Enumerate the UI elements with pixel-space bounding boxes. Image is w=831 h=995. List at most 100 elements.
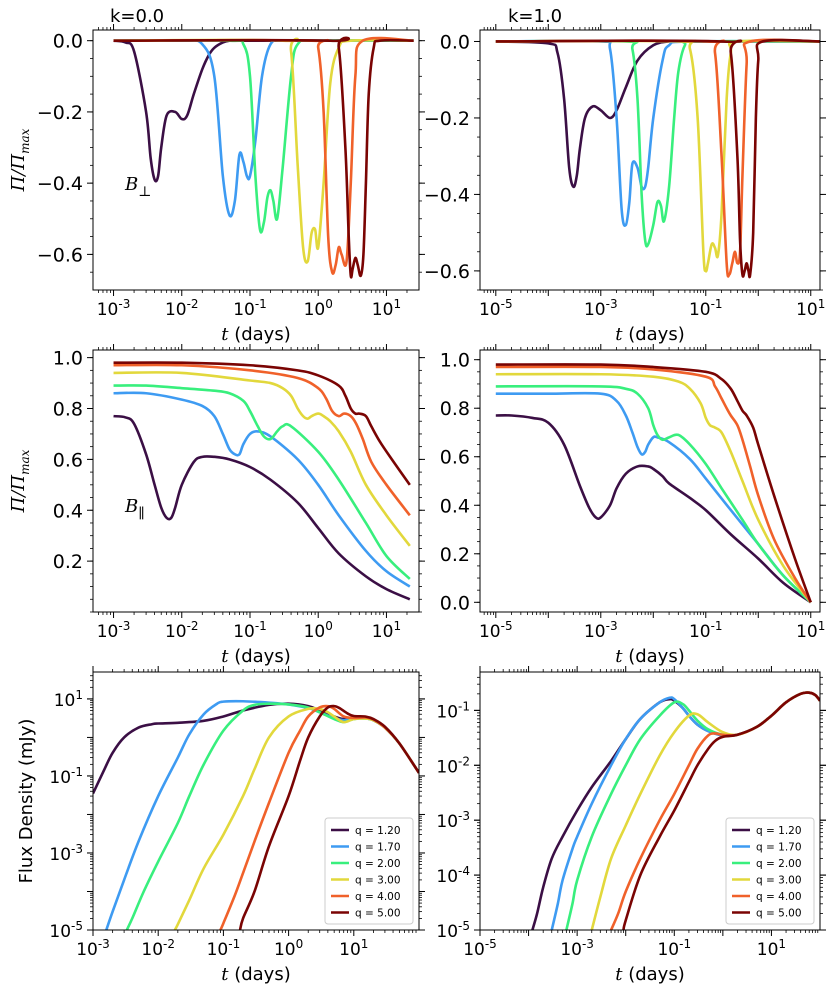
- y-axis-label: Flux Density (mJy): [16, 719, 37, 884]
- series-group: [113, 36, 414, 279]
- x-tick-label: 10-1: [689, 619, 723, 642]
- y-tick-label: 101: [54, 688, 83, 711]
- y-tick-label: 10-5: [436, 919, 470, 942]
- series-group: [495, 38, 820, 279]
- legend-entry: q = 4.00: [756, 891, 802, 903]
- y-tick-label: 0.8: [53, 399, 83, 421]
- series-line-6: [622, 691, 820, 930]
- series-line-5: [495, 38, 820, 278]
- x-tick-label: 10-1: [207, 937, 241, 960]
- x-tick-label: 100: [304, 297, 333, 320]
- y-tick-label: 10-1: [436, 699, 470, 722]
- y-tick-label: 1.0: [440, 350, 470, 372]
- x-axis-label: t (days): [615, 964, 685, 985]
- x-tick-label: 101: [339, 937, 368, 960]
- y-tick-label: 0.0: [440, 31, 470, 53]
- series-line-6: [238, 704, 419, 930]
- y-tick-label: −0.6: [424, 261, 470, 283]
- series-group: [531, 691, 820, 930]
- x-tick-label: 101: [796, 297, 825, 320]
- axes-frame: [479, 29, 821, 291]
- axes-frame: [479, 671, 821, 931]
- y-tick-label: 0.2: [53, 551, 83, 573]
- x-tick-label: 10-2: [165, 619, 199, 642]
- y-tick-label: 10-5: [49, 919, 83, 942]
- series-line-3: [495, 39, 820, 248]
- y-tick-label: 10-3: [49, 842, 83, 865]
- y-tick-label: 10-2: [436, 754, 470, 777]
- y-tick-label: −0.2: [37, 102, 83, 124]
- panel-title: k=1.0: [508, 6, 562, 27]
- field-annotation: B∥: [124, 496, 145, 522]
- y-tick-label: 10-4: [436, 864, 470, 887]
- legend-entry: q = 3.00: [756, 875, 802, 887]
- y-tick-label: 0.6: [53, 449, 83, 471]
- x-tick-label: 10-2: [165, 297, 199, 320]
- y-tick-label: 0.6: [440, 447, 470, 469]
- series-line-2: [495, 39, 820, 227]
- panel-k0_par: 10-3 10-2 10-1 100 101 0.2 0.4 0.6 0.8 1.0 t (days…: [8, 344, 425, 667]
- y-tick-label: 1.0: [53, 348, 83, 370]
- x-tick-label: 10-3: [560, 937, 594, 960]
- x-tick-label: 10-1: [233, 619, 267, 642]
- axes-frame: [92, 671, 420, 931]
- y-tick-label: 0.0: [53, 31, 83, 53]
- x-tick-label: 10-1: [689, 297, 723, 320]
- series-line-6: [113, 36, 414, 279]
- x-axis-label: t (days): [615, 646, 685, 667]
- series-line-6: [113, 361, 411, 486]
- y-tick-label: 0.4: [440, 495, 470, 517]
- x-tick-label: 10-5: [479, 297, 513, 320]
- legend: q = 1.20 q = 1.70 q = 2.00 q = 3.00 q = 4.00…: [725, 817, 815, 925]
- x-tick-label: 10-1: [657, 937, 691, 960]
- x-tick-label: 101: [372, 297, 401, 320]
- series-line-3: [113, 39, 414, 234]
- y-axis-label: Π/Πmax: [8, 449, 32, 513]
- legend-entry: q = 1.70: [756, 842, 802, 854]
- series-line-5: [113, 363, 411, 517]
- series-line-3: [495, 384, 812, 604]
- x-tick-label: 101: [757, 937, 786, 960]
- x-tick-label: 10-5: [479, 619, 513, 642]
- y-tick-label: −0.4: [424, 184, 470, 206]
- y-tick-label: −0.2: [424, 108, 470, 130]
- x-tick-label: 100: [304, 619, 333, 642]
- x-tick-label: 10-1: [233, 297, 267, 320]
- series-line-6: [495, 363, 812, 603]
- panel-k1_perp: 10-5 10-3 10-1 101 0.0 −0.2 −0.4 −0.6 t (days) k=…: [424, 6, 826, 345]
- series-line-1: [113, 414, 411, 601]
- y-tick-label: 10-3: [436, 809, 470, 832]
- series-line-3: [113, 384, 411, 580]
- panel-k1_par: 10-5 10-3 10-1 101 0.0 0.2 0.4 0.6 0.8 1.0 t (days…: [440, 344, 826, 667]
- legend-entry: q = 5.00: [355, 908, 401, 920]
- series-line-1: [495, 39, 820, 189]
- y-tick-label: 0.4: [53, 500, 83, 522]
- series-line-2: [495, 391, 812, 604]
- y-tick-label: 0.2: [440, 544, 470, 566]
- legend-box: [725, 817, 815, 925]
- legend-entry: q = 2.00: [355, 858, 401, 870]
- field-annotation: B⊥: [124, 174, 151, 200]
- series-line-1: [495, 414, 812, 604]
- y-tick-label: 10-1: [49, 765, 83, 788]
- series-group: [93, 699, 419, 930]
- x-tick-label: 10-5: [463, 937, 497, 960]
- legend-entry: q = 4.00: [355, 891, 401, 903]
- axes-frame: [92, 29, 420, 291]
- x-axis-label: t (days): [221, 646, 291, 667]
- x-axis-label: t (days): [221, 324, 291, 345]
- legend-entry: q = 2.00: [756, 858, 802, 870]
- panel-title: k=0.0: [110, 6, 164, 27]
- legend-entry: q = 1.20: [756, 825, 802, 837]
- x-tick-label: 100: [274, 937, 303, 960]
- legend-entry: q = 1.70: [355, 842, 401, 854]
- y-tick-label: −0.4: [37, 173, 83, 195]
- legend-entry: q = 3.00: [355, 875, 401, 887]
- legend-box: [324, 817, 414, 925]
- axes-frame: [92, 349, 420, 613]
- series-line-6: [495, 38, 820, 279]
- y-tick-label: −0.6: [37, 244, 83, 266]
- x-tick-label: 10-3: [97, 619, 131, 642]
